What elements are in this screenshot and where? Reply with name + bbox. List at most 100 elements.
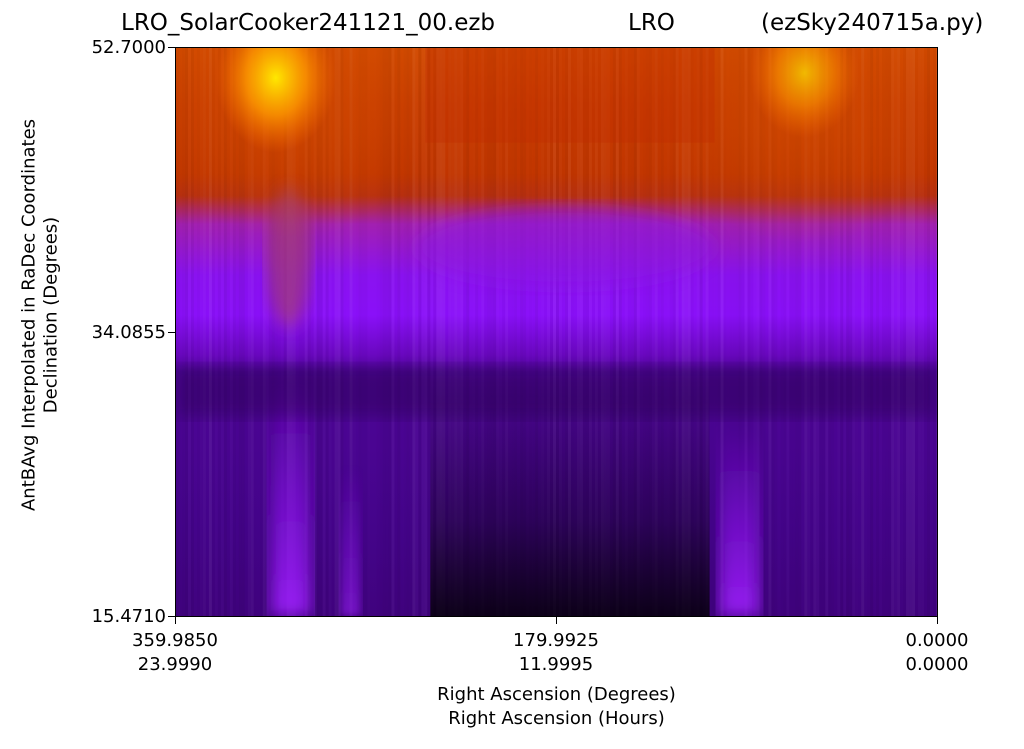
heatmap-streak	[681, 48, 685, 616]
x-tick-label-degrees: 0.0000	[905, 630, 969, 651]
heatmap-streak	[846, 48, 850, 616]
heatmap-streak	[870, 48, 874, 616]
x-axis-label-hours: Right Ascension (Hours)	[448, 708, 665, 729]
heatmap-streak	[618, 48, 622, 616]
heatmap-streak	[672, 48, 676, 616]
heatmap-streak	[771, 48, 775, 616]
heatmap-streak	[460, 48, 464, 616]
x-tick-mark	[175, 617, 176, 624]
heatmap-streak	[520, 48, 524, 616]
y-axis-label-container: AntBAvg Interpolated in RaDec Coordinate…	[14, 60, 66, 570]
heatmap-streak	[385, 48, 389, 616]
heatmap-streak	[759, 48, 763, 616]
heatmap-streak	[337, 48, 341, 616]
heatmap-streak	[891, 48, 895, 616]
heatmap-streak	[553, 48, 557, 616]
heatmap-streak	[319, 48, 323, 616]
heatmap-streak	[490, 48, 494, 616]
heatmap-streak	[768, 48, 772, 616]
heatmap-streak	[849, 48, 853, 616]
heatmap-streak	[439, 48, 443, 616]
heatmap-streak	[223, 48, 227, 616]
heatmap-streak	[286, 48, 290, 616]
y-axis-label-line1: AntBAvg Interpolated in RaDec Coordinate…	[18, 118, 40, 512]
heatmap-streak	[289, 48, 293, 616]
heatmap-streak	[906, 48, 910, 616]
heatmap-streak	[633, 48, 637, 616]
heatmap-streak	[738, 48, 742, 616]
heatmap-streak	[615, 48, 619, 616]
heatmap-streak	[493, 48, 497, 616]
chart-title-program: (ezSky240715a.py)	[761, 10, 984, 36]
x-tick-mark	[556, 617, 557, 624]
heatmap-streak	[241, 48, 245, 616]
heatmap-streak	[304, 48, 308, 616]
heatmap-streak	[654, 48, 658, 616]
heatmap-streak	[535, 48, 539, 616]
chart-title-filename: LRO_SolarCooker241121_00.ezb	[121, 10, 496, 36]
heatmap-streak	[334, 48, 338, 616]
heatmap-streak	[190, 48, 194, 616]
heatmap-streak	[822, 48, 826, 616]
heatmap-streak	[936, 48, 937, 616]
heatmap-streak	[208, 48, 212, 616]
heatmap-streak	[325, 48, 329, 616]
chart-title-site: LRO	[628, 10, 675, 36]
heatmap-streak	[382, 48, 386, 616]
heatmap-streak	[238, 48, 242, 616]
y-tick-label: 15.4710	[91, 606, 166, 627]
heatmap-streak	[585, 48, 589, 616]
heatmap-streak	[388, 48, 392, 616]
x-tick-label-hours: 0.0000	[905, 654, 969, 675]
x-tick-mark	[937, 617, 938, 624]
heatmap-streak	[349, 48, 353, 616]
heatmap-streak	[454, 48, 458, 616]
y-axis-label: AntBAvg Interpolated in RaDec Coordinate…	[18, 119, 61, 511]
heatmap-streak	[556, 48, 559, 616]
heatmap-streak	[684, 48, 688, 616]
heatmap-streak	[687, 48, 691, 616]
heatmap-plot-area	[175, 47, 938, 617]
heatmap-streak	[340, 48, 344, 616]
heatmap-streak	[912, 48, 916, 616]
heatmap-streak	[232, 48, 236, 616]
heatmap-streak	[705, 48, 709, 616]
heatmap-streak	[798, 48, 802, 616]
y-tick-label: 52.7000	[91, 37, 166, 58]
heatmap-streak	[564, 48, 568, 616]
heatmap-streak	[436, 48, 440, 616]
heatmap-streak	[184, 48, 188, 616]
heatmap-streak	[675, 48, 679, 616]
heatmap-streak	[747, 48, 751, 616]
x-tick-label-degrees: 179.9925	[513, 630, 599, 651]
heatmap-streak	[567, 48, 571, 616]
heatmap-streak	[897, 48, 901, 616]
heatmap-streak	[283, 48, 287, 616]
x-tick-label-hours: 23.9990	[137, 654, 213, 675]
heatmap-streak	[840, 48, 844, 616]
heatmap-streak	[316, 48, 320, 616]
heatmap-streak	[424, 48, 428, 616]
heatmap-streak	[579, 48, 583, 616]
heatmap-streak	[744, 48, 748, 616]
x-axis-label-degrees: Right Ascension (Degrees)	[437, 684, 676, 705]
x-tick-label-hours: 11.9995	[518, 654, 594, 675]
y-axis-label-line2: Declination (Degrees)	[40, 216, 61, 414]
heatmap-streak	[699, 48, 703, 616]
heatmap-streak	[307, 48, 311, 616]
heatmap-streak	[861, 48, 865, 616]
heatmap-streak	[397, 48, 401, 616]
y-tick-mark	[168, 616, 175, 617]
y-tick-label: 34.0855	[91, 322, 166, 343]
heatmap-texture-overlay	[176, 48, 937, 616]
heatmap-streak	[720, 48, 724, 616]
heatmap-streak	[804, 48, 808, 616]
heatmap-streak	[418, 48, 422, 616]
heatmap-streak	[466, 48, 470, 616]
heatmap-streak	[813, 48, 817, 616]
heatmap-streak	[412, 48, 416, 616]
heatmap-streak	[612, 48, 616, 616]
heatmap-streak	[442, 48, 446, 616]
heatmap-streak	[927, 48, 931, 616]
heatmap-streak	[271, 48, 275, 616]
